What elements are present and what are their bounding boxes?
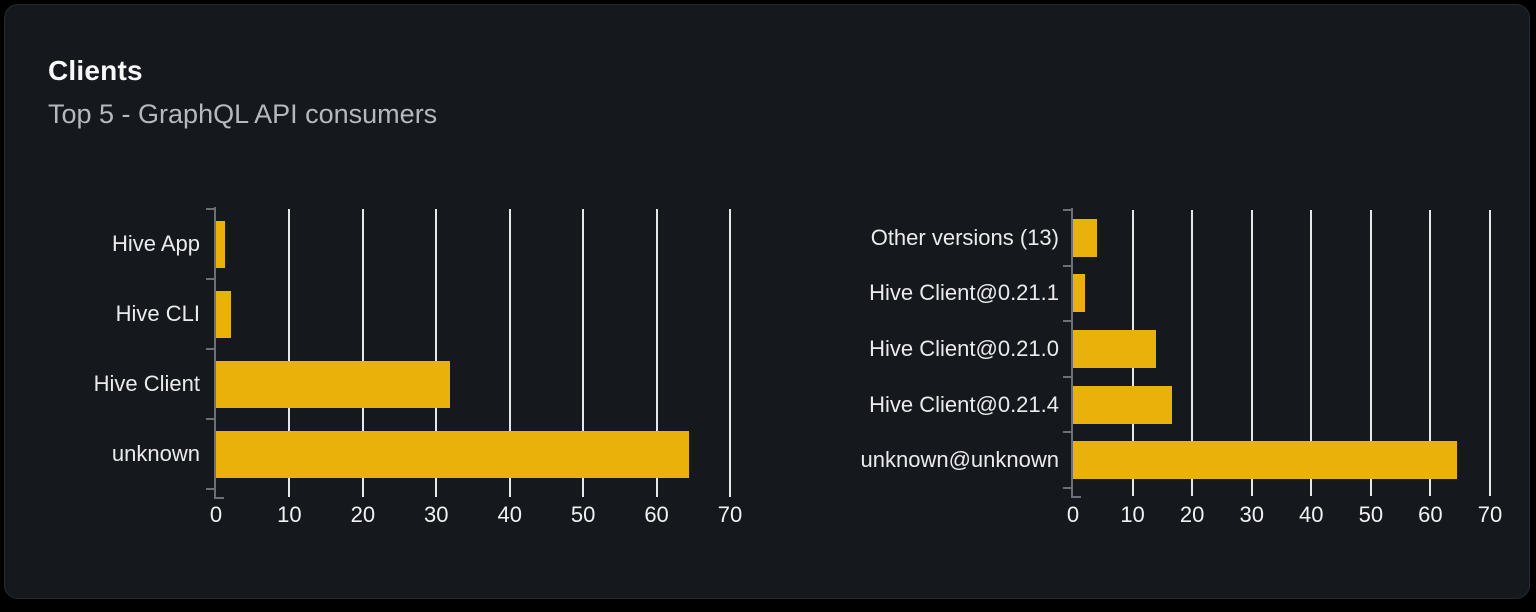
y-axis-tick	[1063, 320, 1072, 323]
y-axis-line	[1071, 208, 1073, 498]
x-tick-label-20: 20	[1179, 502, 1205, 527]
category-label-other-versions-13: Other versions (13)	[870, 224, 1059, 250]
y-axis-line	[214, 207, 216, 499]
y-axis-tick	[206, 488, 215, 490]
bar-hive-client-0-21-4[interactable]	[1073, 385, 1172, 424]
bar-other-versions-13[interactable]	[1073, 218, 1097, 257]
gridline-x-20	[361, 209, 364, 497]
bar-hive-cli[interactable]	[216, 290, 231, 338]
gridline-x-60	[1429, 210, 1432, 496]
category-label-unknown-unknown: unknown@unknown	[860, 447, 1059, 473]
y-axis-tick	[206, 208, 215, 210]
bar-hive-client[interactable]	[216, 360, 450, 408]
category-label-hive-client: Hive Client	[93, 371, 200, 396]
x-tick-label-10: 10	[1120, 502, 1145, 527]
x-tick-label-40: 40	[1299, 502, 1324, 527]
category-label-hive-client-0-21-4: Hive Client@0.21.4	[869, 391, 1059, 417]
x-tick-label-40: 40	[497, 502, 522, 527]
category-label-hive-client-0-21-1: Hive Client@0.21.1	[869, 280, 1059, 306]
gridline-x-50	[582, 209, 585, 497]
x-tick-label-30: 30	[424, 502, 449, 527]
card-title: Clients	[48, 55, 143, 86]
bar-unknown-unknown[interactable]	[1073, 441, 1457, 480]
gridline-x-20	[1191, 210, 1194, 496]
x-tick-label-30: 30	[1239, 502, 1264, 527]
y-axis-tick	[1063, 264, 1072, 267]
card-subtitle: Top 5 - GraphQL API consumers	[48, 99, 438, 129]
x-tick-label-50: 50	[570, 502, 596, 527]
bar-hive-client-0-21-1[interactable]	[1073, 274, 1085, 313]
y-axis-tick	[1063, 209, 1072, 211]
gridline-x-30	[435, 209, 438, 497]
bar-hive-app[interactable]	[216, 220, 225, 268]
x-axis-zero-tick	[214, 497, 224, 499]
category-label-hive-app: Hive App	[111, 231, 200, 256]
y-axis-tick	[1063, 375, 1072, 378]
gridline-x-60	[655, 209, 658, 497]
gridline-x-70	[1489, 210, 1491, 496]
category-label-hive-client-0-21-0: Hive Client@0.21.0	[869, 336, 1059, 361]
gridline-x-10	[288, 209, 291, 497]
category-label-hive-cli: Hive CLI	[115, 301, 200, 326]
gridline-x-30	[1250, 210, 1253, 496]
gridline-x-50	[1369, 210, 1372, 496]
gridline-x-40	[1310, 210, 1313, 496]
x-tick-label-70: 70	[1477, 502, 1503, 527]
x-tick-label-10: 10	[277, 502, 302, 527]
y-axis-tick	[1063, 487, 1072, 489]
bar-unknown[interactable]	[216, 430, 689, 478]
gridline-x-70	[729, 209, 731, 497]
y-axis-tick	[1063, 431, 1072, 434]
y-axis-tick	[206, 418, 215, 420]
x-tick-label-50: 50	[1358, 502, 1384, 527]
x-tick-label-60: 60	[1418, 502, 1443, 527]
x-tick-label-70: 70	[717, 502, 743, 527]
y-axis-tick	[206, 348, 215, 350]
bar-hive-client-0-21-0[interactable]	[1073, 330, 1156, 368]
gridline-x-40	[508, 209, 511, 497]
x-tick-label-0: 0	[1066, 502, 1080, 527]
clients-card: Clients Top 5 - GraphQL API consumers	[4, 4, 1530, 599]
category-label-unknown: unknown	[111, 441, 200, 466]
x-tick-label-0: 0	[209, 502, 223, 527]
y-axis-tick	[206, 278, 215, 280]
x-tick-label-60: 60	[644, 502, 669, 527]
x-tick-label-20: 20	[350, 502, 376, 527]
x-axis-zero-tick	[1071, 496, 1081, 498]
